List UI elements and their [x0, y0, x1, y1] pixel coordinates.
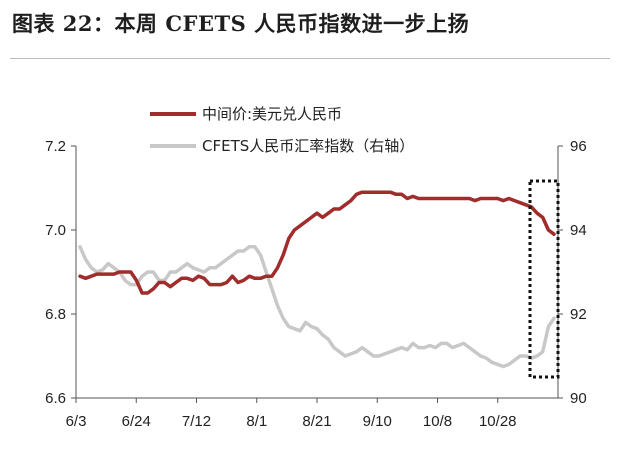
left-tick-label: 7.2	[45, 138, 66, 155]
left-tick-label: 7.0	[45, 222, 66, 239]
left-tick-label: 6.6	[45, 390, 66, 407]
axes: 6.6 6.8 7.0 7.2 90 92 94 96 6/3 6/24 7/12 8/1 8/21 9/…	[45, 138, 587, 430]
title-divider	[10, 58, 610, 59]
x-tick-label: 9/10	[363, 413, 392, 430]
usdcny-central-parity-line	[78, 190, 556, 295]
right-tick-label: 90	[570, 390, 587, 407]
right-tick-label: 96	[570, 138, 587, 155]
legend-label: CFETS人民币汇率指数（右轴）	[202, 137, 414, 155]
series-layer	[78, 190, 556, 369]
figure-title: 图表 22：本周 CFETS 人民币指数进一步上扬	[12, 11, 470, 36]
x-tick-label: 6/24	[122, 413, 151, 430]
right-tick-label: 92	[570, 306, 587, 323]
x-tick-label: 7/12	[182, 413, 211, 430]
x-tick-label: 10/28	[479, 413, 517, 430]
right-tick-label: 94	[570, 222, 587, 239]
legend: 中间价:美元兑人民币 CFETS人民币汇率指数（右轴）	[150, 105, 414, 155]
left-tick-label: 6.8	[45, 306, 66, 323]
x-tick-label: 10/8	[423, 413, 452, 430]
cfets-index-line	[78, 245, 556, 369]
legend-label: 中间价:美元兑人民币	[202, 105, 342, 123]
highlight-box	[528, 179, 560, 379]
x-tick-label: 6/3	[66, 413, 87, 430]
x-tick-label: 8/1	[246, 413, 267, 430]
x-tick-label: 8/21	[302, 413, 331, 430]
